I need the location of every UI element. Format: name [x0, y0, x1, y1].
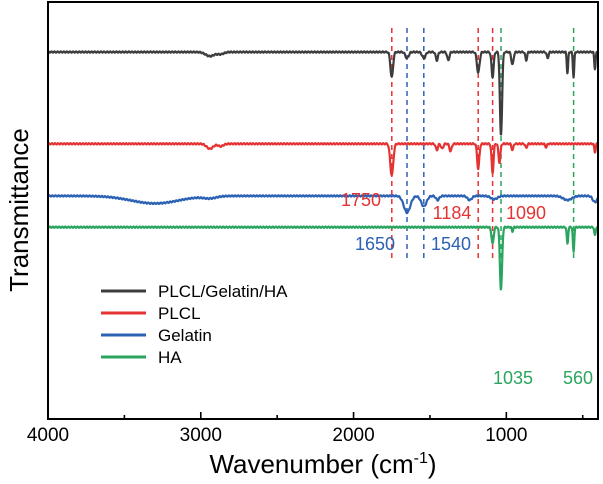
peak-label-1540: 1540: [431, 234, 471, 254]
peak-label-1035: 1035: [493, 368, 533, 388]
peak-labels: 1750 1184 1090 1650 1540 1035 560: [341, 190, 593, 388]
peak-label-1090: 1090: [506, 203, 546, 223]
plot-frame: [47, 1, 599, 420]
peak-label-1650: 1650: [355, 234, 395, 254]
x-axis-ticks: 4000 3000 2000 1000: [27, 412, 584, 446]
legend: PLCL/Gelatin/HA PLCL Gelatin HA: [101, 282, 288, 367]
series-line-2: [47, 142, 599, 177]
x-tick-label: 2000: [332, 425, 374, 446]
legend-label-1: PLCL/Gelatin/HA: [158, 282, 288, 301]
x-tick-label: 1000: [485, 425, 527, 446]
peak-label-560: 560: [563, 368, 593, 388]
legend-label-3: Gelatin: [158, 326, 212, 345]
x-tick-label: 4000: [27, 425, 69, 446]
axes: [47, 1, 599, 420]
y-axis-title: Transmittance: [4, 128, 34, 292]
series-line-3: [47, 194, 599, 215]
peak-label-1750: 1750: [341, 190, 381, 210]
legend-label-4: HA: [158, 348, 182, 367]
peak-label-1184: 1184: [433, 203, 472, 223]
legend-label-2: PLCL: [158, 304, 201, 323]
x-axis-title: Wavenumber (cm-1): [209, 449, 436, 479]
series-line-4: [47, 225, 599, 291]
series-line-1: [47, 50, 599, 136]
spectra-series: [47, 50, 599, 291]
x-tick-label: 3000: [180, 425, 222, 446]
